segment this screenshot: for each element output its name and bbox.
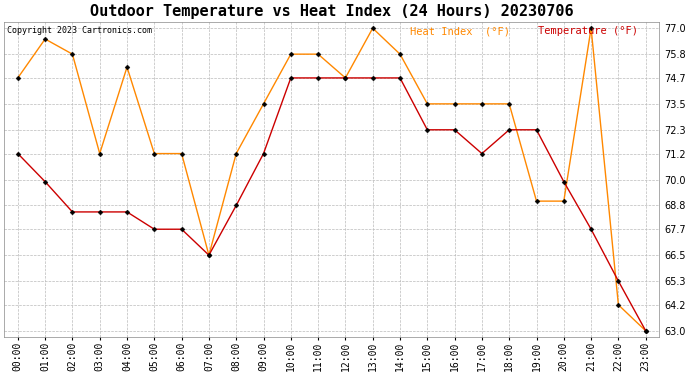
Temperature (°F) [259, 152, 268, 156]
Text: Heat Index  (°F): Heat Index (°F) [411, 27, 511, 36]
Temperature (°F) [314, 76, 322, 80]
Temperature (°F) [505, 128, 513, 132]
Temperature (°F) [286, 76, 295, 80]
Heat Index  (°F) [587, 26, 595, 30]
Line: Temperature (°F): Temperature (°F) [16, 76, 647, 333]
Heat Index  (°F) [342, 76, 350, 80]
Heat Index  (°F) [123, 65, 131, 69]
Heat Index  (°F) [96, 152, 104, 156]
Temperature (°F) [177, 227, 186, 231]
Temperature (°F) [560, 179, 568, 184]
Temperature (°F) [423, 128, 431, 132]
Heat Index  (°F) [560, 199, 568, 203]
Temperature (°F) [533, 128, 541, 132]
Temperature (°F) [396, 76, 404, 80]
Heat Index  (°F) [14, 76, 22, 80]
Text: Temperature (°F): Temperature (°F) [538, 27, 638, 36]
Heat Index  (°F) [41, 37, 49, 41]
Temperature (°F) [477, 152, 486, 156]
Temperature (°F) [451, 128, 459, 132]
Temperature (°F) [96, 210, 104, 214]
Title: Outdoor Temperature vs Heat Index (24 Hours) 20230706: Outdoor Temperature vs Heat Index (24 Ho… [90, 4, 573, 19]
Temperature (°F) [642, 328, 650, 333]
Temperature (°F) [232, 203, 240, 208]
Heat Index  (°F) [423, 102, 431, 106]
Temperature (°F) [368, 76, 377, 80]
Temperature (°F) [614, 279, 622, 284]
Heat Index  (°F) [150, 152, 159, 156]
Temperature (°F) [150, 227, 159, 231]
Heat Index  (°F) [205, 253, 213, 257]
Text: Copyright 2023 Cartronics.com: Copyright 2023 Cartronics.com [8, 27, 152, 36]
Temperature (°F) [41, 179, 49, 184]
Heat Index  (°F) [533, 199, 541, 203]
Heat Index  (°F) [177, 152, 186, 156]
Temperature (°F) [14, 152, 22, 156]
Temperature (°F) [68, 210, 77, 214]
Heat Index  (°F) [451, 102, 459, 106]
Temperature (°F) [342, 76, 350, 80]
Heat Index  (°F) [232, 152, 240, 156]
Heat Index  (°F) [642, 328, 650, 333]
Temperature (°F) [587, 227, 595, 231]
Heat Index  (°F) [505, 102, 513, 106]
Heat Index  (°F) [368, 26, 377, 30]
Heat Index  (°F) [477, 102, 486, 106]
Heat Index  (°F) [68, 52, 77, 56]
Line: Heat Index  (°F): Heat Index (°F) [16, 27, 647, 333]
Heat Index  (°F) [396, 52, 404, 56]
Heat Index  (°F) [614, 303, 622, 307]
Temperature (°F) [123, 210, 131, 214]
Temperature (°F) [205, 253, 213, 257]
Heat Index  (°F) [259, 102, 268, 106]
Heat Index  (°F) [314, 52, 322, 56]
Heat Index  (°F) [286, 52, 295, 56]
